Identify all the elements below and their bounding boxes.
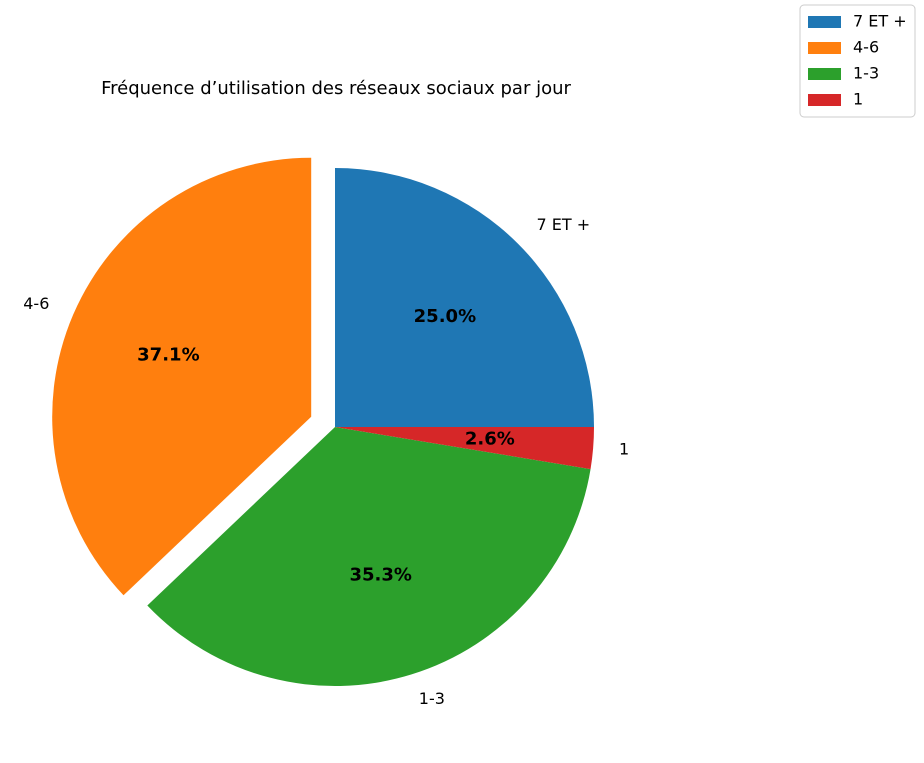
slice-label-4-6: 4-6 xyxy=(23,294,49,313)
legend-label-1: 1 xyxy=(853,90,863,109)
pie-slice-4-6 xyxy=(52,157,312,596)
pie-slice-1 xyxy=(335,427,594,470)
chart-title: Fréquence d’utilisation des réseaux soci… xyxy=(101,78,571,99)
pie-slices xyxy=(52,157,594,686)
legend-label-4-6: 4-6 xyxy=(853,38,879,57)
slice-labels: 7 ET + 4-6 1-3 1 xyxy=(23,215,629,708)
slice-label-1: 1 xyxy=(619,440,629,459)
percentage-labels: 25.0% 37.1% 35.3% 2.6% xyxy=(137,306,515,585)
legend-swatch-1 xyxy=(808,94,841,106)
legend-frame xyxy=(799,4,916,118)
legend: 7 ET + 4-6 1-3 1 xyxy=(799,4,916,118)
legend-swatch-4-6 xyxy=(808,42,841,54)
pct-label-7-et-plus: 25.0% xyxy=(414,306,476,327)
slice-label-1-3: 1-3 xyxy=(419,689,445,708)
pct-label-1: 2.6% xyxy=(465,429,515,450)
slice-label-7-et-plus: 7 ET + xyxy=(536,215,590,234)
legend-label-1-3: 1-3 xyxy=(853,64,879,83)
legend-swatch-1-3 xyxy=(808,68,841,80)
pie-slice-7-et-plus xyxy=(335,168,594,427)
legend-swatch-7-et-plus xyxy=(808,16,841,28)
legend-label-7-et-plus: 7 ET + xyxy=(853,12,907,31)
pct-label-1-3: 35.3% xyxy=(349,565,411,586)
pie-slice-1-3 xyxy=(147,427,591,686)
pct-label-4-6: 37.1% xyxy=(137,345,199,366)
